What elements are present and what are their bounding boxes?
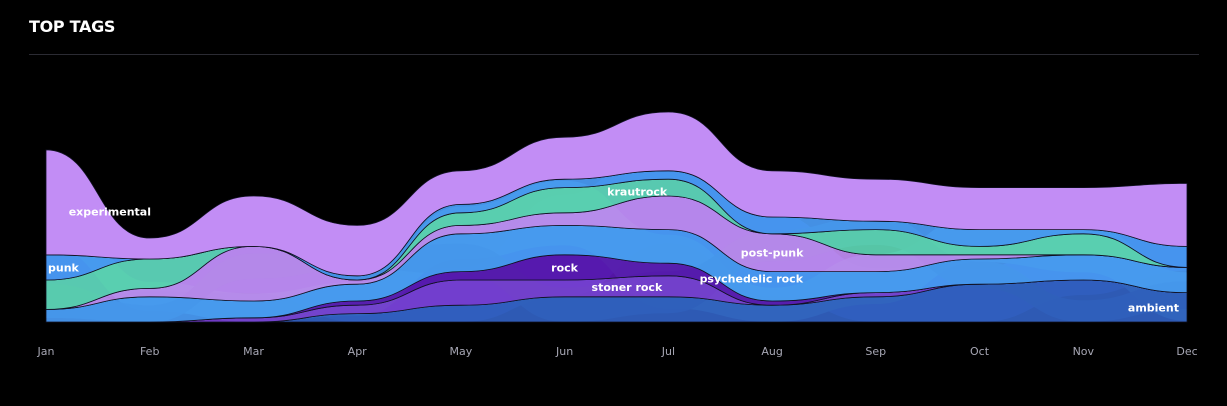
series-label: post-punk [741, 247, 804, 260]
series-label: rock [551, 261, 579, 274]
x-tick-label: Feb [140, 345, 159, 358]
series-label: punk [48, 261, 80, 274]
series-label: experimental [69, 206, 151, 219]
x-tick-label: Nov [1073, 345, 1095, 358]
x-tick-label: Sep [865, 345, 886, 358]
x-tick-label: Aug [761, 345, 782, 358]
series-label: krautrock [607, 185, 668, 198]
x-tick-label: Oct [970, 345, 990, 358]
x-tick-label: Apr [348, 345, 368, 358]
page-title: TOP TAGS [29, 17, 116, 36]
x-tick-label: May [450, 345, 473, 358]
x-tick-label: Jan [37, 345, 55, 358]
x-tick-label: Dec [1176, 345, 1197, 358]
header-divider [29, 54, 1199, 55]
series-label: stoner rock [592, 281, 663, 294]
stream-layer-experimental[interactable] [45, 111, 1188, 277]
series-label: ambient [1128, 301, 1179, 314]
x-tick-label: Mar [243, 345, 264, 358]
series-label: psychedelic rock [700, 272, 804, 285]
x-tick-label: Jun [555, 345, 573, 358]
x-tick-label: Jul [661, 345, 675, 358]
